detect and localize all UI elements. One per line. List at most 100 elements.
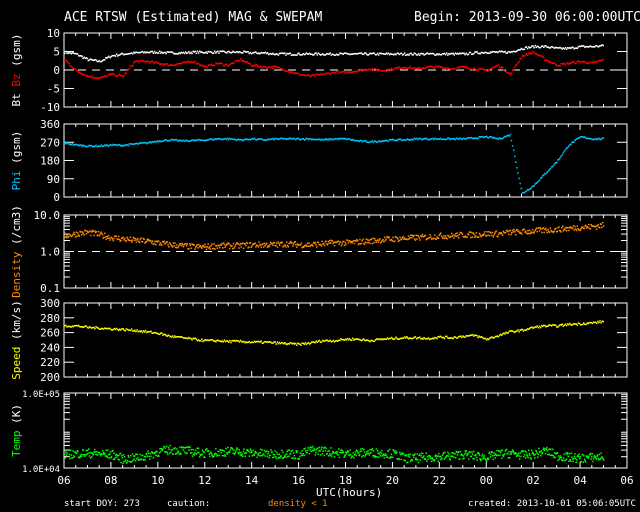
data-point-temp <box>126 461 128 464</box>
data-point-phi <box>273 139 275 141</box>
data-point-bz <box>206 66 208 69</box>
data-point-phi <box>456 137 459 140</box>
data-point-bz <box>198 64 201 66</box>
data-point-bt <box>329 52 331 54</box>
data-point-speed <box>448 337 450 340</box>
data-point-density <box>436 236 438 238</box>
data-point-temp <box>463 453 466 455</box>
data-point-phi <box>245 138 247 140</box>
data-point-temp <box>330 455 333 457</box>
data-point-bz <box>324 73 326 75</box>
data-point-bz <box>293 72 296 75</box>
data-point-phi <box>194 139 197 142</box>
data-point-speed <box>121 328 123 330</box>
data-point-bz <box>196 63 199 65</box>
data-point-speed <box>182 337 185 339</box>
data-point-bt <box>204 52 206 54</box>
data-point-phi <box>204 140 206 142</box>
data-point-speed <box>596 322 598 325</box>
data-point-density <box>469 231 471 233</box>
data-point-bz <box>493 66 495 68</box>
data-point-density <box>219 243 222 246</box>
data-point-temp <box>438 452 440 455</box>
data-point-speed <box>414 336 417 338</box>
data-point-temp <box>222 449 224 451</box>
data-point-speed <box>482 337 485 340</box>
data-point-bz <box>212 64 215 66</box>
data-point-temp <box>355 454 357 457</box>
data-point-density <box>407 235 410 237</box>
data-point-density <box>494 232 496 234</box>
data-point-temp <box>474 454 477 457</box>
data-point-bz <box>321 74 324 76</box>
data-point-bt <box>397 52 399 55</box>
data-point-speed <box>424 337 426 340</box>
data-point-speed <box>394 337 396 340</box>
data-point-speed <box>341 338 343 341</box>
data-point-bz <box>332 71 335 74</box>
data-point-phi <box>502 137 504 139</box>
data-point-phi <box>189 140 191 142</box>
data-point-phi <box>487 136 489 139</box>
data-point-bt <box>455 53 458 55</box>
data-point-bt <box>198 50 201 52</box>
data-point-phi <box>507 134 509 137</box>
data-point-density <box>148 240 151 242</box>
data-point-phi <box>340 137 342 140</box>
data-point-density <box>101 233 104 236</box>
data-point-bz <box>190 60 192 63</box>
data-point-temp <box>419 459 421 461</box>
data-point-phi <box>342 137 344 140</box>
data-point-speed <box>552 324 555 326</box>
x-tick-label: 06 <box>57 474 70 487</box>
data-point-bz <box>557 65 559 67</box>
data-point-density <box>293 241 296 243</box>
data-point-bt <box>435 54 437 56</box>
data-point-density <box>190 247 192 249</box>
data-point-bt <box>306 53 309 55</box>
data-point-speed <box>506 332 508 334</box>
data-point-temp <box>404 460 406 462</box>
data-point-speed <box>120 329 122 331</box>
data-point-temp <box>599 458 601 460</box>
data-point-phi <box>180 139 182 141</box>
data-point-density <box>410 234 412 236</box>
data-point-density <box>524 230 527 232</box>
data-point-bt <box>361 53 364 55</box>
data-point-speed <box>107 327 109 330</box>
data-point-bz <box>255 65 257 67</box>
data-point-speed <box>398 338 400 340</box>
data-point-bz <box>466 67 468 69</box>
data-point-speed <box>505 331 507 333</box>
data-point-bt <box>551 46 554 48</box>
data-point-density <box>193 244 195 246</box>
data-point-bz <box>278 66 281 69</box>
data-point-temp <box>390 456 392 458</box>
data-point-density <box>573 229 575 231</box>
data-point-phi <box>247 138 249 141</box>
data-point-bt <box>140 51 143 53</box>
data-point-bt <box>414 52 417 55</box>
data-point-bz <box>517 62 519 64</box>
data-point-speed <box>522 330 525 332</box>
data-point-bt <box>337 54 339 56</box>
data-point-bz <box>153 62 156 64</box>
data-point-density <box>306 242 309 245</box>
data-point-temp <box>378 453 381 455</box>
data-point-density <box>182 246 185 248</box>
data-point-bz <box>303 74 306 76</box>
data-point-temp <box>182 449 185 451</box>
data-point-temp <box>373 454 375 457</box>
data-point-temp <box>527 456 529 459</box>
data-point-temp <box>152 452 154 455</box>
data-point-phi <box>216 138 218 140</box>
data-point-density <box>76 235 78 237</box>
data-point-speed <box>125 328 127 330</box>
data-point-bt <box>504 50 506 53</box>
data-point-speed <box>362 338 365 340</box>
data-point-temp <box>399 451 401 454</box>
data-point-temp <box>242 455 244 458</box>
data-point-phi <box>149 141 151 143</box>
data-point-speed <box>496 335 499 337</box>
data-point-bz <box>205 65 207 67</box>
